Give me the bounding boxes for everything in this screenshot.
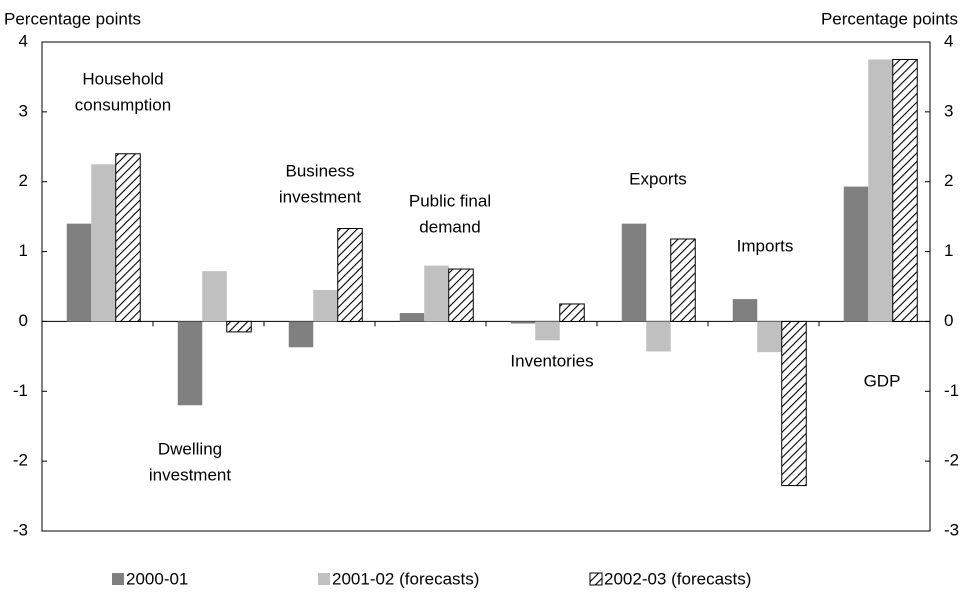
y-tick-label: 4	[19, 31, 28, 50]
bar	[535, 321, 560, 341]
bar	[226, 320, 252, 333]
y2-tick-label: -2	[944, 451, 959, 470]
category-label: Imports	[737, 236, 794, 255]
y2-tick-label: -3	[944, 520, 959, 539]
category-label: GDP	[864, 371, 901, 390]
y2-tick-label: 4	[944, 31, 953, 50]
y2-axis-label: Percentage points	[821, 9, 958, 28]
category-label: Inventories	[510, 351, 593, 370]
bar	[646, 321, 671, 352]
bar	[843, 186, 869, 322]
bar	[202, 271, 227, 322]
category-label: Public final	[409, 191, 491, 210]
category-label: Exports	[629, 169, 687, 188]
y-tick-label: -2	[13, 451, 28, 470]
y-axis-label: Percentage points	[4, 9, 141, 28]
y2-tick-label: 0	[944, 311, 953, 330]
plot-frame	[41, 41, 931, 532]
bar	[670, 238, 696, 322]
bar	[66, 223, 92, 322]
y2-tick-label: 3	[944, 101, 953, 120]
legend-swatch	[589, 572, 603, 586]
bar	[177, 321, 203, 406]
category-label: Business	[286, 161, 355, 180]
bar	[868, 59, 893, 322]
bar	[313, 289, 338, 322]
category-label: Household	[82, 69, 163, 88]
bar	[559, 303, 585, 322]
y2-tick-label: -1	[944, 381, 959, 400]
y-tick-label: -3	[13, 520, 28, 539]
legend-label: 2001-02 (forecasts)	[332, 569, 479, 588]
bar	[732, 299, 758, 322]
bar	[757, 321, 782, 353]
bar	[91, 164, 116, 322]
legend-swatch	[112, 573, 124, 585]
y2-tick-label: 2	[944, 171, 953, 190]
y-tick-label: 3	[19, 101, 28, 120]
bar	[424, 265, 449, 322]
bar	[448, 268, 474, 322]
y-tick-label: 2	[19, 171, 28, 190]
bar	[337, 228, 363, 322]
y-tick-label: 1	[19, 241, 28, 260]
legend-swatch	[318, 573, 330, 585]
category-label: demand	[419, 217, 480, 236]
bar	[510, 321, 536, 324]
y-tick-label: 0	[19, 311, 28, 330]
y-tick-label: -1	[13, 381, 28, 400]
bar	[399, 313, 425, 322]
bar	[892, 58, 918, 322]
category-label: consumption	[75, 95, 171, 114]
bar	[621, 223, 647, 322]
category-label: investment	[149, 465, 231, 484]
bar	[115, 153, 141, 322]
bar	[288, 321, 314, 348]
bar	[781, 320, 807, 487]
y2-tick-label: 1	[944, 241, 953, 260]
category-label: investment	[279, 187, 361, 206]
legend-label: 2000-01	[126, 569, 188, 588]
legend-label: 2002-03 (forecasts)	[604, 569, 751, 588]
category-label: Dwelling	[158, 439, 222, 458]
